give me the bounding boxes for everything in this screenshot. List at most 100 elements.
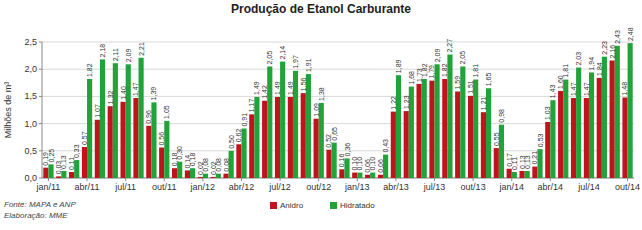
bar [139,58,144,178]
data-labels: 0,190,030,110,571,071,321,401,470,960,56… [42,27,633,175]
bar [113,63,118,178]
data-label: 1,47 [583,82,590,96]
data-label: 1,22 [390,96,397,110]
data-label: 1,23 [403,95,410,109]
data-label: 1,51 [467,80,474,94]
data-label: 1,91 [305,58,312,72]
data-label: 1,81 [562,64,569,78]
data-label: 1,82 [421,63,428,77]
data-label: 2,03 [575,52,582,66]
bar [352,173,357,178]
x-tick [164,178,165,181]
bar [108,106,113,178]
x-tick [357,178,358,181]
annotation: Fonte: MAPA e ANP [4,200,76,209]
y-tick-label: 0,0 [24,173,37,183]
x-tick-label: abr/12 [229,182,255,192]
bar [326,150,331,178]
bar [314,119,319,178]
data-label: 0,33 [73,144,80,158]
bar [95,120,100,178]
bar [468,96,473,178]
bar [404,111,409,178]
data-label: 1,43 [549,84,556,98]
data-label: 0,55 [493,132,500,146]
bar [249,114,254,178]
data-label: 2,09 [125,49,132,63]
x-tick-label: jan/12 [190,182,216,192]
bar [429,81,434,178]
title: Produção de Etanol Carburante [231,2,411,16]
bars [43,43,632,178]
x-tick-label: abr/14 [538,182,564,192]
data-label: 2,16 [609,45,616,59]
bar [422,79,427,178]
data-label: 0,91 [241,113,248,127]
data-label: 1,84 [596,62,603,76]
data-label: 1,97 [292,55,299,69]
data-label: 1,38 [318,87,325,101]
data-label: 0,56 [158,132,165,146]
bar [610,60,615,178]
bar [584,98,589,178]
data-label: 1,32 [107,90,114,104]
bar [494,148,499,178]
x-tick [125,178,126,181]
data-label: 2,05 [266,51,273,65]
legend-swatch [330,202,337,209]
grid-line [42,42,634,43]
data-label: 2,11 [112,48,119,61]
data-label: 1,49 [253,81,260,95]
x-tick [395,178,396,181]
data-label: 0,57 [81,131,88,145]
bar [236,144,241,178]
legend-swatch [270,202,277,209]
bar [146,126,151,178]
y-tick-label: 2,5 [24,37,37,47]
data-label: 0,62 [235,129,242,143]
data-label: 0,30 [176,146,183,160]
data-label: 1,82 [86,63,93,77]
bar [185,170,190,178]
data-label: 1,47 [570,82,577,96]
bar [628,43,633,178]
bar [190,168,195,178]
bar [615,46,620,178]
bar [571,98,576,178]
annotations: Fonte: MAPA e ANPElaboração: MME [4,200,76,220]
data-label: 1,07 [94,104,101,118]
bar [267,66,272,178]
bar [525,171,530,178]
bar [288,97,293,178]
bar [223,174,228,178]
data-label: 2,09 [434,49,441,63]
y-tick-label: 1,5 [24,91,37,101]
data-label: 0,65 [331,127,338,141]
x-tick [48,178,49,181]
x-tick [202,178,203,181]
bar [87,79,92,178]
bar [435,64,440,178]
data-label: 0,11 [511,157,518,170]
x-tick [511,178,512,181]
data-label: 0,43 [382,139,389,153]
bar [365,175,370,178]
data-label: 0,08 [215,158,222,172]
bar [133,98,138,178]
x-tick [588,178,589,181]
x-tick-label: out/12 [306,182,331,192]
data-label: 2,23 [601,41,608,55]
bar [396,75,401,178]
y-tick-label: 0,5 [24,146,37,156]
data-label: 0,21 [531,151,538,165]
bar [417,84,422,178]
data-label: 0,08 [223,158,230,172]
y-tick-label: 1,0 [24,119,37,129]
legend-label: Hidratado [340,201,375,210]
data-label: 2,43 [614,30,621,44]
legend-label: Anidro [280,201,304,210]
data-label: 1,17 [248,99,255,113]
data-label: 1,56 [300,77,307,91]
data-label: 2,18 [99,44,106,58]
bar [262,101,267,178]
